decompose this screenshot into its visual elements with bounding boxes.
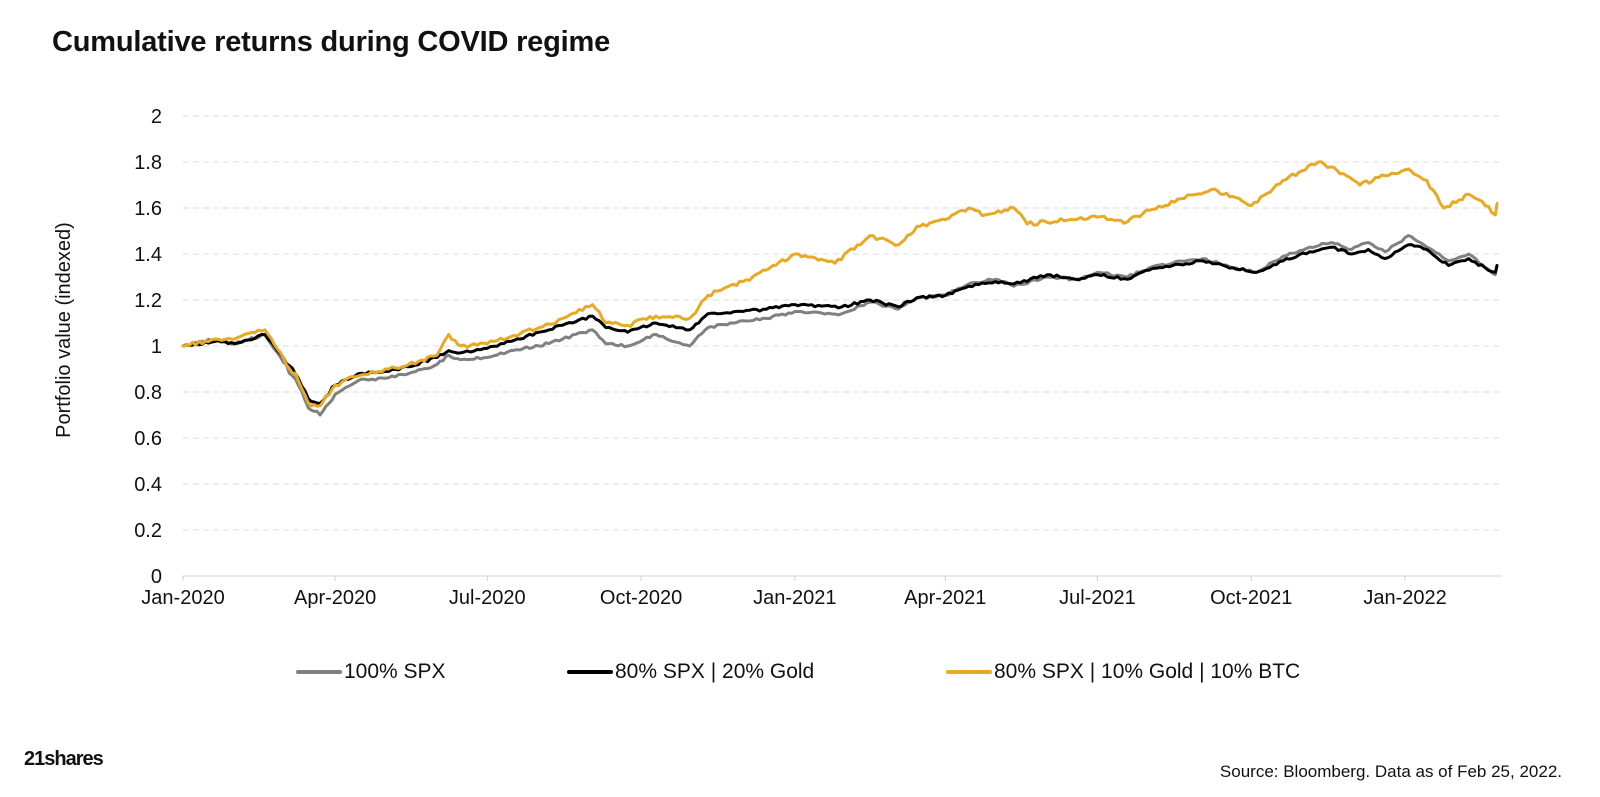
x-tick-label: Jul-2021 <box>1059 587 1136 609</box>
series-line-80-spx-20-gold <box>181 243 1499 405</box>
axes: 0 0.2 0.4 0.6 0.8 1 1.2 1.4 1.6 1.8 2 Jan-2020 Apr-2… <box>134 106 1502 609</box>
y-axis-label: Portfolio value (indexed) <box>53 222 75 438</box>
x-tick-label: Oct-2021 <box>1210 587 1292 609</box>
legend-item-80-spx-20-gold: 80% SPX | 20% Gold <box>567 660 814 684</box>
x-tick-label: Jan-2021 <box>753 587 836 609</box>
legend-swatch <box>296 670 342 674</box>
21shares-logo: 21shares <box>24 748 104 770</box>
legend-item-80-spx-10-gold-10-btc: 80% SPX | 10% Gold | 10% BTC <box>946 660 1300 684</box>
y-tick-label: 0.2 <box>134 520 162 542</box>
x-tick-label: Apr-2020 <box>294 587 376 609</box>
y-tick-label: 0.8 <box>134 382 162 404</box>
y-tick-label: 1.4 <box>134 244 162 266</box>
x-tick-label: Jul-2020 <box>449 587 526 609</box>
y-tick-label: 1.6 <box>134 198 162 220</box>
legend-label: 80% SPX | 10% Gold | 10% BTC <box>994 660 1301 683</box>
y-tick-label: 0.4 <box>134 474 162 496</box>
y-tick-label: 0 <box>151 566 162 588</box>
legend-swatch <box>567 670 613 674</box>
x-tick-label: Jan-2020 <box>141 587 224 609</box>
y-tick-label: 1 <box>151 336 162 358</box>
chart-title: Cumulative returns during COVID regime <box>52 26 610 58</box>
legend-label: 80% SPX | 20% Gold <box>615 660 815 683</box>
source-note: Source: Bloomberg. Data as of Feb 25, 20… <box>1219 762 1562 781</box>
x-tick-label: Apr-2021 <box>904 587 986 609</box>
series-line-100-spx <box>181 234 1499 417</box>
legend-swatch <box>946 670 992 674</box>
series-line-80-spx-10-gold-10-btc <box>181 160 1499 408</box>
y-tick-label: 1.2 <box>134 290 162 312</box>
x-tick-label: Oct-2020 <box>600 587 682 609</box>
gridlines <box>183 115 1502 531</box>
y-tick-label: 0.6 <box>134 428 162 450</box>
x-tick-label: Jan-2022 <box>1363 587 1446 609</box>
chart-legend: 100% SPX 80% SPX | 20% Gold 80% SPX | 10… <box>0 660 1600 690</box>
y-tick-label: 1.8 <box>134 152 162 174</box>
legend-item-100-spx: 100% SPX <box>296 660 446 684</box>
y-tick-label: 2 <box>151 106 162 128</box>
series-lines <box>181 160 1499 417</box>
line-chart: 0 0.2 0.4 0.6 0.8 1 1.2 1.4 1.6 1.8 2 Jan-2020 Apr-2… <box>53 106 1502 609</box>
legend-label: 100% SPX <box>344 660 446 683</box>
